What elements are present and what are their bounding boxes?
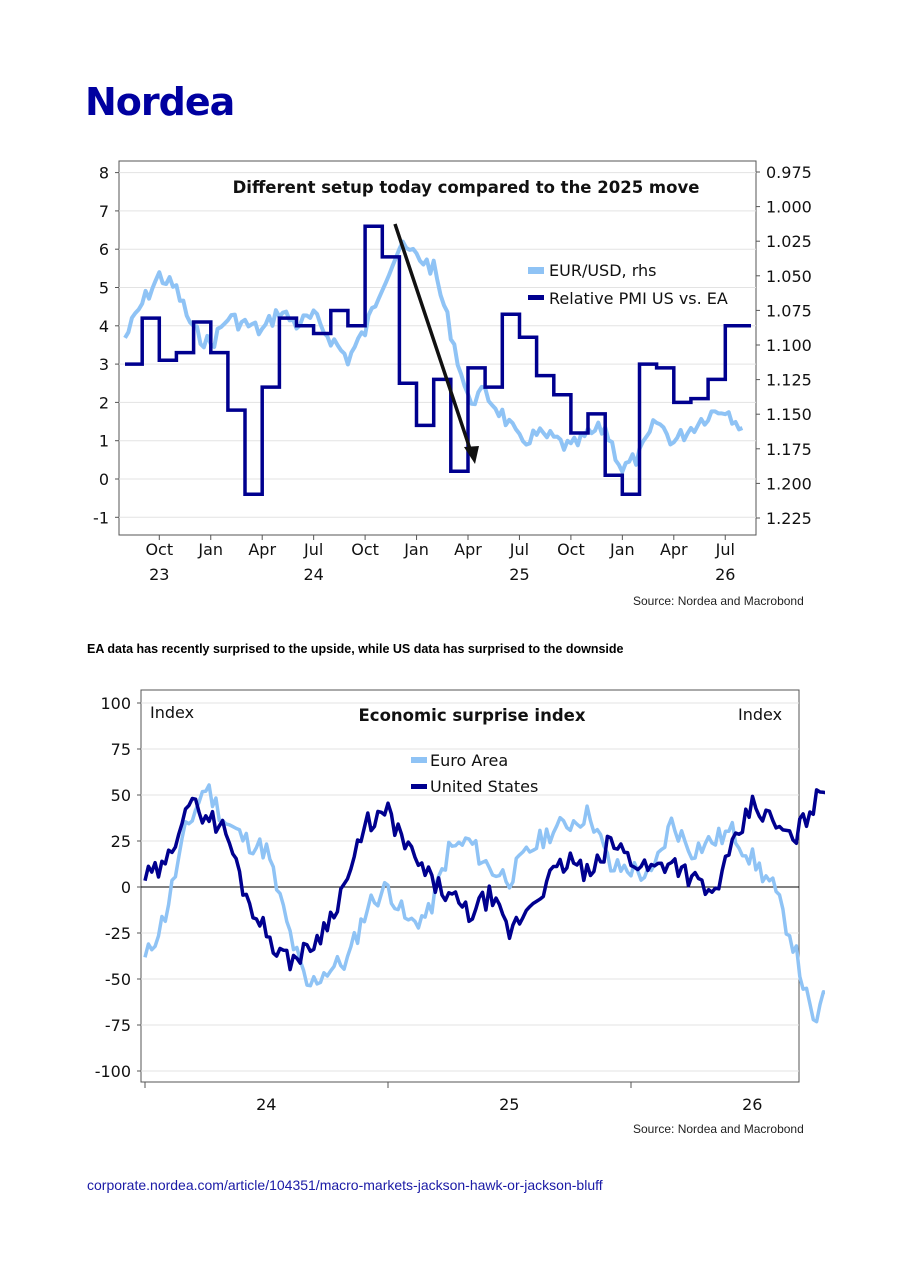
chart2-caption: EA data has recently surprised to the up…	[87, 642, 624, 656]
legend-united-states: United States	[430, 777, 538, 796]
chart1-right-tick-label: 1.225	[766, 509, 812, 528]
chart1-right-tick-label: 1.125	[766, 371, 812, 390]
chart1-title: Different setup today compared to the 20…	[233, 178, 700, 197]
chart2-y-tick-label: 25	[111, 832, 131, 851]
chart2-source: Source: Nordea and Macrobond	[633, 1122, 804, 1136]
chart1-x-tick-label: Jan	[403, 540, 429, 559]
legend-swatch-eurusd	[528, 267, 544, 274]
chart2-x-tick-label: 26	[742, 1095, 762, 1114]
legend-eurusd: EUR/USD, rhs	[549, 261, 656, 280]
legend-swatch-pmi	[528, 295, 544, 300]
legend-pmi: Relative PMI US vs. EA	[549, 289, 728, 308]
chart2-y-tick-label: -100	[95, 1062, 131, 1081]
chart1-year-label: 25	[509, 565, 529, 584]
chart1-left-tick-label: 3	[99, 355, 109, 374]
chart1-x-tick-label: Oct	[145, 540, 173, 559]
chart1-x-tick-label: Apr	[454, 540, 482, 559]
chart1-right-tick-label: 1.025	[766, 232, 812, 251]
chart1-year-label: 23	[149, 565, 169, 584]
chart2-right-unit: Index	[738, 705, 782, 724]
chart2-left-unit: Index	[150, 703, 194, 722]
chart1-right-tick-label: 1.100	[766, 336, 812, 355]
chart2-y-ticks: 100 75 50 25 0 -25 -50 -75 -100	[95, 694, 141, 1081]
chart1-right-tick-label: 1.150	[766, 405, 812, 424]
chart2-legend: Euro Area United States	[411, 751, 538, 796]
chart2-y-tick-label: -50	[105, 970, 131, 989]
chart1-left-tick-label: 6	[99, 240, 109, 259]
chart2-y-tick-label: -25	[105, 924, 131, 943]
chart1-left-tick-label: 1	[99, 432, 109, 451]
chart2-x-tick-label: 24	[256, 1095, 276, 1114]
chart1-right-tick-label: 1.175	[766, 440, 812, 459]
surprise-index-chart: 100 75 50 25 0 -25 -50 -75 -100 24 25 26 Economic …	[95, 689, 825, 1114]
chart1-x-tick-label: Jul	[509, 540, 529, 559]
chart2-y-tick-label: 0	[121, 878, 131, 897]
chart1-right-tick-label: 1.050	[766, 267, 812, 286]
chart2-y-tick-label: 100	[100, 694, 131, 713]
chart1-left-tick-label: 8	[99, 164, 109, 183]
chart2-y-tick-label: 75	[111, 740, 131, 759]
chart1-left-ticks: 8 7 6 5 4 3 2 1 0 -1	[93, 164, 119, 527]
chart1-x-tick-label: Apr	[660, 540, 688, 559]
legend-swatch-us	[411, 784, 427, 789]
chart1-right-ticks: 0.975 1.000 1.025 1.050 1.075 1.100 1.125 1.150…	[756, 163, 812, 528]
chart1-x-tick-label: Oct	[557, 540, 585, 559]
chart1-x-tick-label: Oct	[351, 540, 379, 559]
chart1-source: Source: Nordea and Macrobond	[633, 594, 804, 608]
chart2-y-tick-label: 50	[111, 786, 131, 805]
chart1-left-tick-label: 0	[99, 470, 109, 489]
nordea-logo: Nordea	[85, 80, 235, 124]
trend-arrow	[393, 223, 479, 464]
euro-area-line	[143, 783, 825, 1024]
chart1-x-tick-label: Jan	[609, 540, 635, 559]
chart1-left-tick-label: 7	[99, 202, 109, 221]
pmi-eurusd-chart: 8 7 6 5 4 3 2 1 0 -1 0.975 1.000 1.025 1.050 1.075 1.1…	[93, 160, 812, 584]
chart2-x-ticks: 24 25 26	[144, 1082, 762, 1114]
chart1-x-tick-label: Jul	[303, 540, 323, 559]
chart2-y-tick-label: -75	[105, 1016, 131, 1035]
chart1-left-tick-label: 5	[99, 279, 109, 298]
chart1-left-tick-label: -1	[93, 508, 109, 527]
chart1-right-tick-label: 0.975	[766, 163, 812, 182]
united-states-line	[143, 788, 825, 972]
chart1-x-tick-label: Jan	[197, 540, 223, 559]
relative-pmi-line	[125, 224, 751, 497]
chart1-x-tick-label: Apr	[248, 540, 276, 559]
chart1-x-tick-label: Jul	[715, 540, 735, 559]
legend-euro-area: Euro Area	[430, 751, 508, 770]
chart2-x-tick-label: 25	[499, 1095, 519, 1114]
legend-swatch-ea	[411, 757, 427, 763]
chart1-x-ticks: Oct Jan Apr Jul Oct Jan Apr Jul Oct Jan Apr Jul 23 24…	[145, 535, 735, 584]
chart1-year-label: 24	[303, 565, 323, 584]
chart1-legend: EUR/USD, rhs Relative PMI US vs. EA	[528, 261, 728, 308]
chart1-right-tick-label: 1.075	[766, 301, 812, 320]
chart1-year-label: 26	[715, 565, 735, 584]
article-link[interactable]: corporate.nordea.com/article/104351/macr…	[87, 1177, 603, 1193]
chart2-title: Economic surprise index	[359, 706, 586, 725]
chart1-right-tick-label: 1.200	[766, 474, 812, 493]
chart1-left-tick-label: 4	[99, 317, 109, 336]
chart1-right-tick-label: 1.000	[766, 198, 812, 217]
chart1-left-tick-label: 2	[99, 393, 109, 412]
